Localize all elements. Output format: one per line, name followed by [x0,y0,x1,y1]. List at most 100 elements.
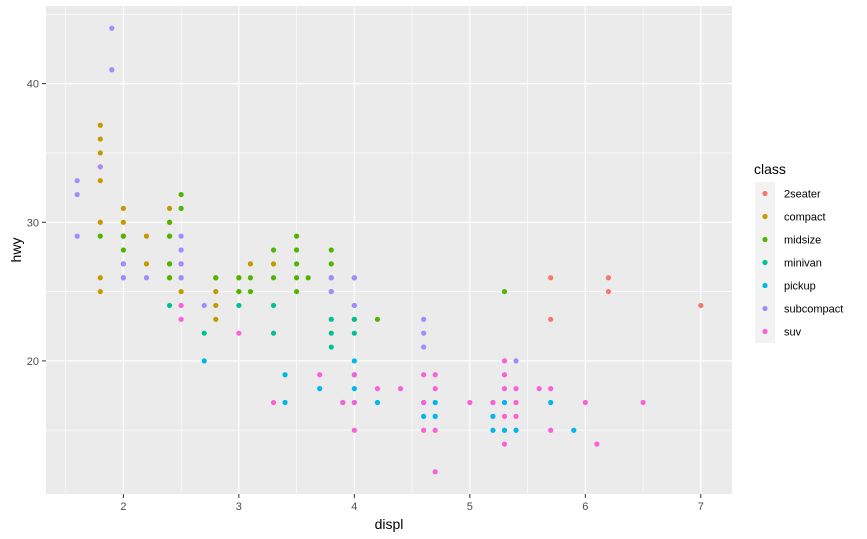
data-point-pickup [282,372,288,378]
data-point-suv [432,427,438,433]
data-point-suv [513,399,519,406]
data-point-2seater [548,316,554,322]
data-point-pickup [490,427,496,433]
data-point-subcompact [178,247,184,253]
data-point-subcompact [328,275,334,281]
data-point-pickup [351,386,357,392]
data-point-midsize [178,205,184,212]
data-point-subcompact [201,302,207,309]
data-point-minivan [201,330,207,336]
data-point-minivan [236,302,242,309]
data-point-suv [501,372,508,378]
legend-label-minivan: minivan [784,258,822,270]
x-tick-label: 4 [351,501,357,513]
data-point-midsize [166,219,173,225]
data-point-compact [120,219,126,225]
data-point-suv [432,469,438,475]
data-point-suv [351,372,357,378]
data-point-subcompact [421,316,427,322]
data-point-pickup [571,427,577,433]
legend-items: 2seater compact midsize minivan pickup subcom… [755,182,843,343]
data-point-midsize [236,288,242,295]
legend-key-subcompact [762,305,768,312]
data-point-suv [432,386,438,392]
legend-key-2seater [762,190,768,197]
data-point-subcompact [120,275,126,281]
data-point-minivan [166,302,173,309]
data-point-suv [467,399,473,406]
data-point-midsize [305,275,311,281]
data-point-compact [143,233,150,239]
data-point-compact [97,122,103,128]
legend-label-2seater: 2seater [784,189,821,201]
data-point-suv [236,330,242,336]
data-point-midsize [166,275,173,281]
data-point-subcompact [178,261,184,267]
data-point-compact [178,288,184,295]
data-point-minivan [328,344,334,350]
data-point-suv [351,399,357,406]
data-point-minivan [351,316,357,322]
data-point-midsize [97,233,103,239]
data-point-midsize [501,288,508,295]
legend-key-pickup [762,282,768,289]
data-point-subcompact [109,25,115,31]
data-point-suv [421,399,427,406]
data-point-suv [594,441,600,447]
data-point-suv [351,427,357,433]
data-point-subcompact [351,302,357,309]
data-point-pickup [432,399,438,406]
data-point-compact [120,205,126,212]
data-point-subcompact [513,358,519,364]
x-axis-title: displ [375,516,404,532]
legend-key-midsize [762,236,768,243]
data-point-compact [97,136,103,142]
y-tick-label: 30 [27,217,39,229]
data-point-suv [548,386,554,392]
data-point-subcompact [120,261,126,267]
data-point-compact [166,205,173,212]
data-point-pickup [351,358,357,364]
data-point-midsize [294,288,300,295]
y-axis-title: hwy [8,238,24,263]
data-point-pickup [501,399,508,406]
data-point-compact [97,219,103,225]
data-point-suv [640,399,646,406]
x-tick-label: 2 [120,501,126,513]
data-point-midsize [328,247,334,253]
data-point-pickup [317,386,323,392]
data-point-compact [97,288,103,295]
data-point-compact [247,261,254,267]
legend-key-suv [762,328,768,335]
legend: class 2seater compact midsize minivan pickup… [754,161,843,343]
data-point-compact [97,150,103,156]
data-point-compact [97,275,103,281]
legend-label-suv: suv [784,327,802,339]
data-point-suv [270,399,277,406]
data-point-pickup [490,413,496,419]
x-tick-label: 6 [582,501,588,513]
data-point-suv [513,386,519,392]
legend-label-compact: compact [784,212,826,224]
data-point-pickup [421,413,427,419]
legend-label-pickup: pickup [784,281,816,293]
legend-label-subcompact: subcompact [784,304,843,316]
data-point-midsize [178,191,184,198]
data-point-midsize [247,275,254,281]
data-point-suv [340,399,346,406]
data-point-suv [421,372,427,378]
data-point-subcompact [74,233,80,239]
data-point-midsize [166,261,173,267]
data-point-suv [490,399,496,406]
major-gridlines [46,6,732,494]
y-tick-label: 20 [27,356,39,368]
data-point-pickup [432,413,438,419]
data-point-minivan [270,302,277,309]
data-point-suv [536,386,542,392]
data-point-midsize [120,247,126,253]
data-point-midsize [213,275,219,281]
data-point-pickup [282,399,288,406]
data-point-suv [513,413,519,419]
data-point-pickup [374,399,381,406]
